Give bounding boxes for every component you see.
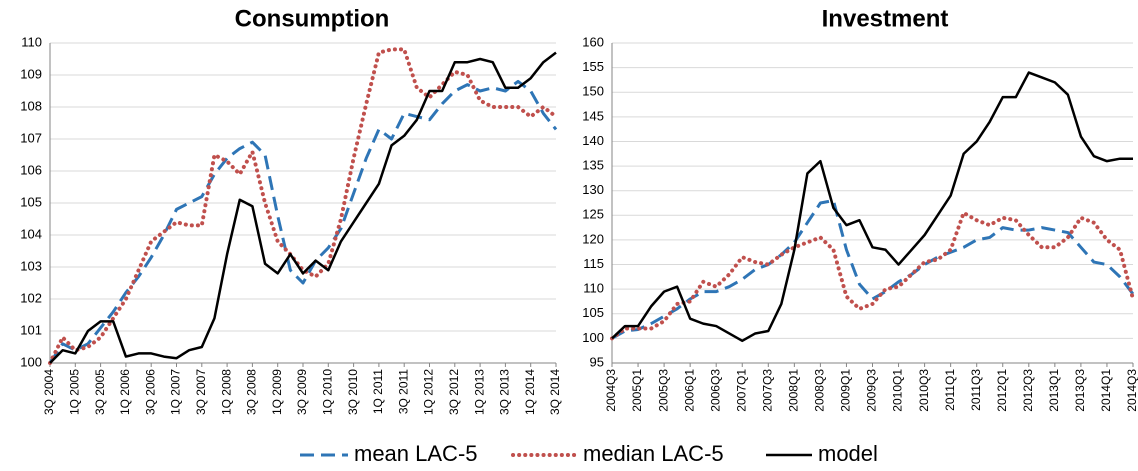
x-tick-label: 2013Q1 [1047, 369, 1061, 412]
series-line [48, 79, 558, 364]
x-tick-label: 3Q 2008 [245, 369, 259, 415]
y-tick-label: 140 [582, 133, 604, 148]
x-tick-label: 2009Q1 [839, 369, 853, 412]
x-tick-label: 2012Q1 [995, 369, 1009, 412]
x-tick-label: 2011Q1 [943, 369, 957, 411]
x-tick-label: 1Q 2010 [320, 369, 334, 415]
x-tick-label: 1Q 2009 [270, 369, 284, 415]
x-tick-label: 2011Q3 [969, 369, 983, 411]
x-tick-label: 2006Q3 [708, 369, 722, 412]
x-tick-label: 1Q 2005 [67, 369, 81, 415]
x-tick-label: 2014Q1 [1099, 369, 1113, 412]
x-tick-label: 1Q 2013 [472, 369, 486, 415]
x-tick-label: 2006Q1 [682, 369, 696, 412]
y-tick-label: 110 [21, 34, 42, 49]
y-tick-label: 109 [20, 66, 42, 81]
y-tick-label: 110 [583, 281, 604, 296]
y-tick-label: 102 [20, 290, 42, 305]
y-tick-label: 100 [20, 354, 42, 369]
series-line [611, 199, 1135, 340]
x-tick-label: 1Q 2008 [219, 369, 233, 415]
x-tick-label: 3Q 2007 [194, 369, 208, 415]
x-tick-label: 1Q 2006 [118, 369, 132, 415]
x-tick-label: 2007Q1 [734, 369, 748, 412]
x-tick-label: 3Q 2012 [447, 369, 461, 415]
legend-label: mean LAC-5 [354, 441, 478, 466]
y-tick-label: 103 [20, 258, 42, 273]
x-tick-label: 1Q 2007 [169, 369, 183, 415]
y-tick-label: 155 [582, 59, 604, 74]
x-tick-label: 2008Q3 [813, 369, 827, 412]
chart-title: Consumption [235, 5, 390, 32]
x-tick-label: 2014Q3 [1125, 369, 1138, 412]
x-tick-label: 3Q 2010 [346, 369, 360, 415]
x-tick-label: 2008Q1 [787, 369, 801, 412]
y-tick-label: 105 [20, 194, 42, 209]
y-tick-label: 125 [582, 207, 604, 222]
x-tick-label: 2010Q1 [891, 369, 905, 412]
x-tick-label: 2009Q3 [865, 369, 879, 412]
x-tick-label: 2010Q3 [917, 369, 931, 412]
legend-label: model [818, 441, 878, 466]
x-tick-label: 2005Q1 [630, 369, 644, 412]
y-tick-label: 160 [582, 34, 604, 49]
y-tick-label: 135 [582, 158, 604, 173]
x-tick-label: 2004Q3 [604, 369, 618, 412]
x-tick-label: 1Q 2012 [422, 369, 436, 415]
y-tick-label: 101 [20, 322, 42, 337]
x-tick-label: 3Q 2013 [498, 369, 512, 415]
x-tick-label: 1Q 2011 [371, 369, 385, 414]
y-tick-label: 107 [20, 130, 42, 145]
x-tick-label: 3Q 2009 [295, 369, 309, 415]
y-tick-label: 150 [582, 84, 604, 99]
x-tick-label: 3Q 2004 [42, 369, 56, 415]
y-tick-label: 130 [582, 182, 604, 197]
series-line [49, 51, 557, 364]
y-tick-label: 115 [583, 256, 604, 271]
x-tick-label: 2005Q3 [656, 369, 670, 412]
y-tick-label: 106 [20, 162, 42, 177]
x-tick-label: 2012Q3 [1021, 369, 1035, 412]
x-tick-label: 1Q 2014 [523, 369, 537, 415]
series-line [48, 47, 558, 365]
x-tick-label: 2013Q3 [1073, 369, 1087, 412]
x-tick-label: 2007Q3 [760, 369, 774, 412]
y-tick-label: 104 [20, 226, 42, 241]
series-line [610, 210, 1135, 341]
chart-title: Investment [822, 5, 949, 32]
legend-label: median LAC-5 [583, 441, 724, 466]
y-tick-label: 108 [20, 98, 42, 113]
x-tick-label: 3Q 2006 [143, 369, 157, 415]
x-tick-label: 3Q 2005 [93, 369, 107, 415]
series-line [611, 71, 1133, 343]
y-tick-label: 145 [582, 108, 604, 123]
y-tick-label: 100 [582, 330, 604, 345]
y-tick-label: 105 [582, 305, 604, 320]
y-tick-label: 95 [590, 354, 604, 369]
y-tick-label: 120 [582, 231, 604, 246]
x-tick-label: 3Q 2014 [548, 369, 562, 415]
x-tick-label: 3Q 2011 [396, 369, 410, 414]
